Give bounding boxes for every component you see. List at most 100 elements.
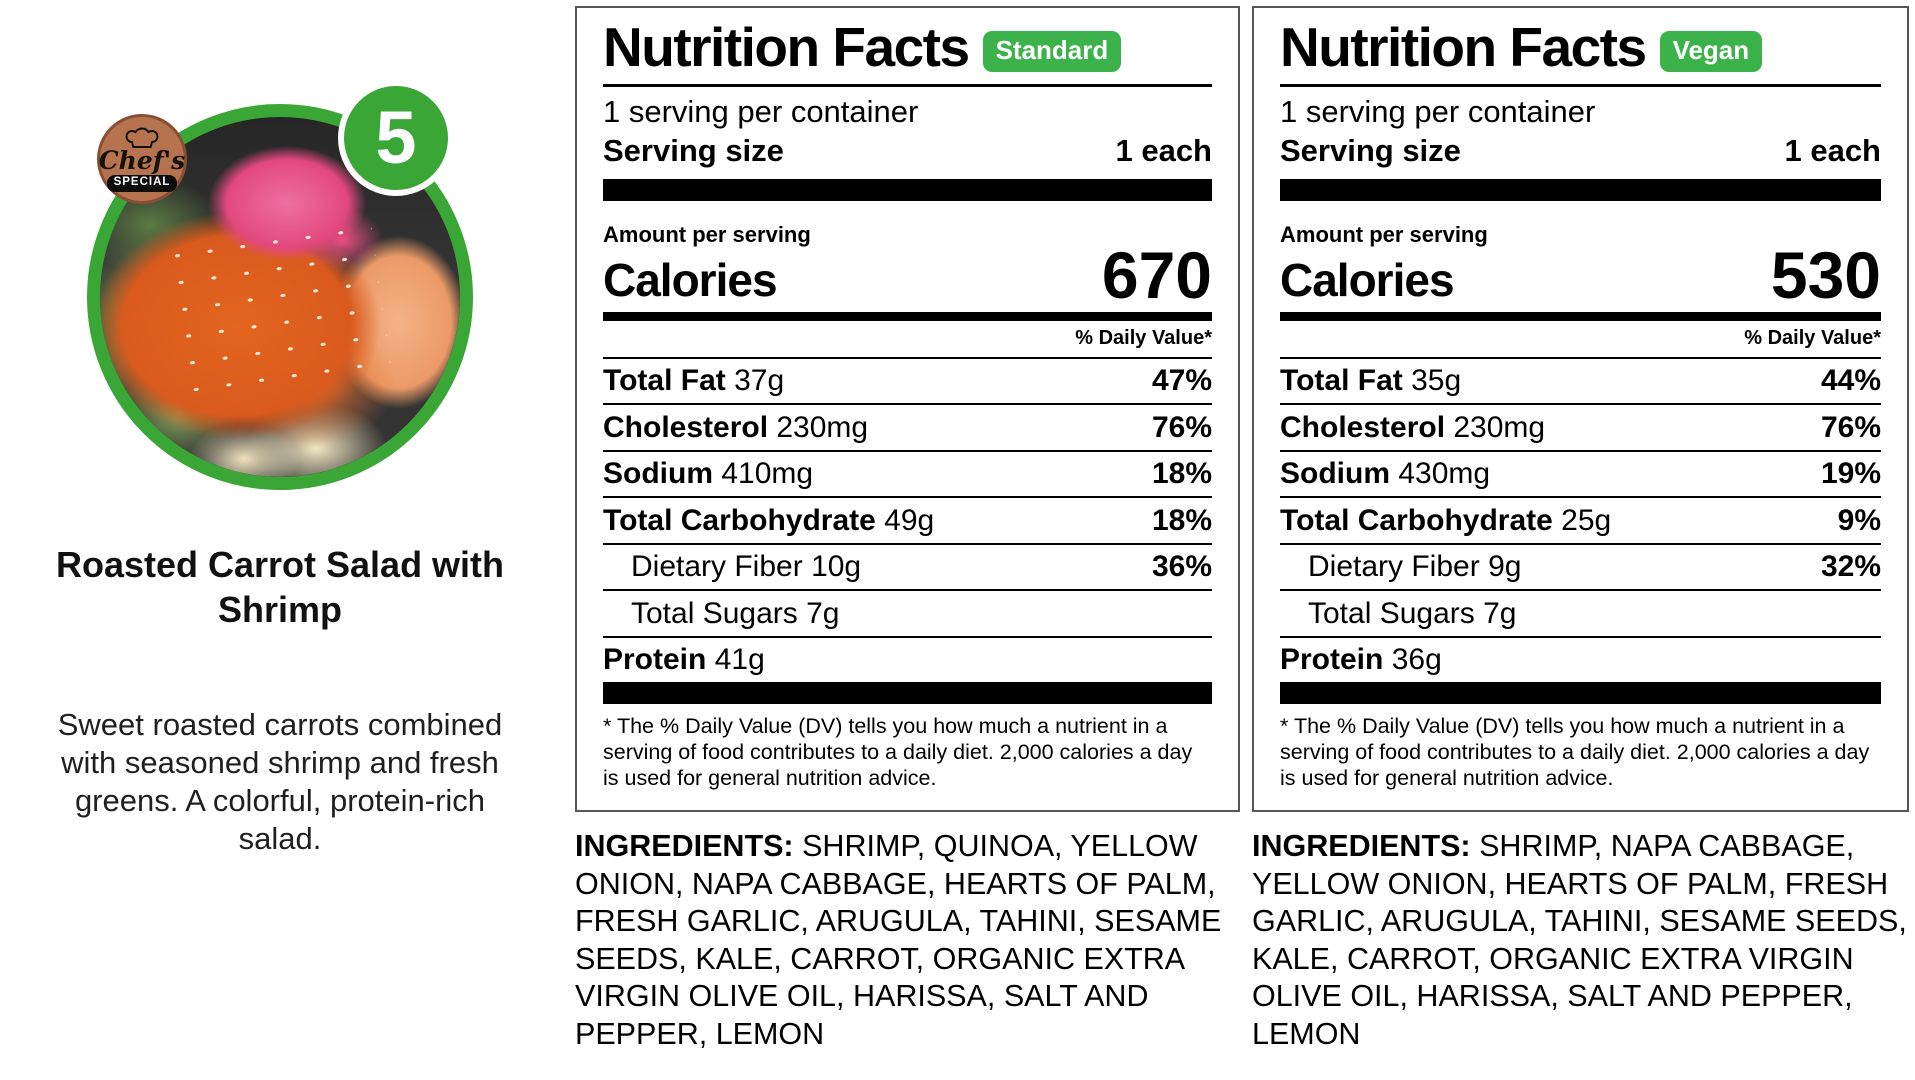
ingredients-label: INGREDIENTS: <box>1252 829 1471 863</box>
nutrient-amount: 25g <box>1561 503 1612 537</box>
ingredients-label: INGREDIENTS: <box>575 829 794 863</box>
nutrition-facts-title: Nutrition Facts <box>1280 16 1647 78</box>
thick-divider-bar <box>603 179 1212 202</box>
product-title: Roasted Carrot Salad with Shrimp <box>55 544 505 630</box>
nutrition-facts-box: Nutrition Facts Vegan 1 serving per cont… <box>1252 6 1909 812</box>
nutrient-amount: 7g <box>1483 596 1517 630</box>
item-number-badge: 5 <box>338 80 454 196</box>
nutrition-label-vegan: Nutrition Facts Vegan 1 serving per cont… <box>1252 6 1909 1080</box>
nutrient-name: Protein <box>1280 643 1384 677</box>
servings-per-container: 1 serving per container <box>1280 94 1596 130</box>
nutrient-name: Total Fat <box>603 364 726 398</box>
nutrient-amount: 10g <box>811 550 862 584</box>
serving-size-row: Serving size 1 each <box>1280 133 1881 169</box>
nutrient-row: Total Carbohydrate 25g 9% <box>1280 496 1881 543</box>
calories-value: 530 <box>1770 238 1881 313</box>
nutrient-row: Dietary Fiber 9g 32% <box>1280 542 1881 590</box>
serving-size-value: 1 each <box>1115 133 1212 169</box>
ingredients-list: SHRIMP, NAPA CABBAGE, YELLOW ONION, HEAR… <box>1252 829 1907 1051</box>
chef-hat-icon <box>125 127 159 149</box>
serving-size-label: Serving size <box>1280 133 1461 169</box>
nutrient-rows: Total Fat 35g 44% Cholesterol 230mg 76% … <box>1280 356 1881 683</box>
nutrient-row: Protein 36g <box>1280 635 1881 683</box>
nutrient-row: Total Fat 35g 44% <box>1280 356 1881 404</box>
ingredients-text: INGREDIENTS: SHRIMP, NAPA CABBAGE, YELLO… <box>1252 828 1909 1053</box>
nutrient-row: Total Sugars 7g <box>1280 589 1881 636</box>
nutrient-name: Total Sugars <box>1308 596 1475 630</box>
calories-label: Calories <box>603 253 778 306</box>
chefs-badge-script: Chef's <box>98 146 186 176</box>
nutrient-daily-value: 32% <box>1820 550 1881 584</box>
ingredients-text: INGREDIENTS: SHRIMP, QUINOA, YELLOW ONIO… <box>575 828 1240 1053</box>
nutrient-rows: Total Fat 37g 47% Cholesterol 230mg 76% … <box>603 356 1212 683</box>
chefs-badge-label: SPECIAL <box>106 175 178 192</box>
footnote: * The % Daily Value (DV) tells you how m… <box>1280 714 1870 791</box>
daily-value-header: % Daily Value* <box>1744 326 1881 349</box>
nutrient-daily-value: 76% <box>1151 410 1212 444</box>
nutrition-facts-header: Nutrition Facts Vegan <box>1280 16 1881 79</box>
nutrition-label-standard: Nutrition Facts Standard 1 serving per c… <box>575 6 1240 1080</box>
nutrient-amount: 7g <box>806 596 840 630</box>
amount-per-serving-label: Amount per serving <box>1280 222 1488 248</box>
nutrition-facts-title: Nutrition Facts <box>603 16 970 78</box>
nutrient-row: Total Sugars 7g <box>603 589 1212 636</box>
footnote: * The % Daily Value (DV) tells you how m… <box>603 714 1193 791</box>
nutrient-daily-value: 18% <box>1151 503 1212 537</box>
nutrient-name: Total Carbohydrate <box>1280 503 1553 537</box>
nutrient-row: Total Carbohydrate 49g 18% <box>603 496 1212 543</box>
calories-label: Calories <box>1280 253 1455 306</box>
nutrient-daily-value: 36% <box>1151 550 1212 584</box>
nutrient-amount: 430mg <box>1398 457 1491 491</box>
variant-badge: Standard <box>982 31 1122 72</box>
nutrient-daily-value: 76% <box>1820 410 1881 444</box>
header-rule <box>603 84 1212 88</box>
variant-badge: Vegan <box>1659 31 1763 72</box>
nutrient-name: Protein <box>603 643 707 677</box>
product-photo: 5 Chef's SPECIAL <box>87 80 473 490</box>
nutrient-name: Sodium <box>603 457 713 491</box>
nutrient-amount: 35g <box>1411 364 1462 398</box>
nutrient-daily-value: 9% <box>1837 503 1881 537</box>
nutrient-row: Sodium 430mg 19% <box>1280 449 1881 497</box>
medium-divider-bar <box>603 311 1212 321</box>
nutrient-name: Cholesterol <box>1280 410 1446 444</box>
nutrient-amount: 36g <box>1391 643 1442 677</box>
calories-row: Calories 530 <box>1280 238 1881 313</box>
nutrient-daily-value: 19% <box>1820 457 1881 491</box>
thick-divider-bar <box>1280 179 1881 202</box>
nutrient-amount: 230mg <box>1453 410 1546 444</box>
nutrient-amount: 410mg <box>721 457 814 491</box>
serving-size-label: Serving size <box>603 133 784 169</box>
daily-value-header: % Daily Value* <box>1075 326 1212 349</box>
nutrient-name: Dietary Fiber <box>1308 550 1480 584</box>
nutrient-name: Cholesterol <box>603 410 769 444</box>
header-rule <box>1280 84 1881 88</box>
nutrient-amount: 49g <box>884 503 935 537</box>
ingredients-list: SHRIMP, QUINOA, YELLOW ONION, NAPA CABBA… <box>575 829 1222 1051</box>
nutrient-daily-value: 47% <box>1151 364 1212 398</box>
nutrient-name: Total Sugars <box>631 596 798 630</box>
nutrient-row: Total Fat 37g 47% <box>603 356 1212 404</box>
nutrient-amount: 37g <box>734 364 785 398</box>
product-description: Sweet roasted carrots combined with seas… <box>57 707 503 856</box>
serving-size-value: 1 each <box>1784 133 1881 169</box>
nutrient-row: Sodium 410mg 18% <box>603 449 1212 497</box>
nutrient-row: Cholesterol 230mg 76% <box>1280 403 1881 450</box>
thick-divider-bar <box>1280 682 1881 705</box>
nutrient-amount: 230mg <box>776 410 869 444</box>
nutrient-name: Sodium <box>1280 457 1390 491</box>
thick-divider-bar <box>603 682 1212 705</box>
nutrient-amount: 41g <box>714 643 765 677</box>
nutrient-name: Dietary Fiber <box>631 550 803 584</box>
nutrient-row: Cholesterol 230mg 76% <box>603 403 1212 450</box>
calories-row: Calories 670 <box>603 242 1212 308</box>
nutrient-row: Dietary Fiber 10g 36% <box>603 542 1212 590</box>
nutrient-daily-value: 18% <box>1151 457 1212 491</box>
nutrient-row: Protein 41g <box>603 635 1212 683</box>
nutrient-name: Total Fat <box>1280 364 1403 398</box>
nutrient-name: Total Carbohydrate <box>603 503 876 537</box>
serving-size-row: Serving size 1 each <box>603 133 1212 169</box>
medium-divider-bar <box>1280 311 1881 321</box>
chefs-special-badge: Chef's SPECIAL <box>97 114 187 204</box>
